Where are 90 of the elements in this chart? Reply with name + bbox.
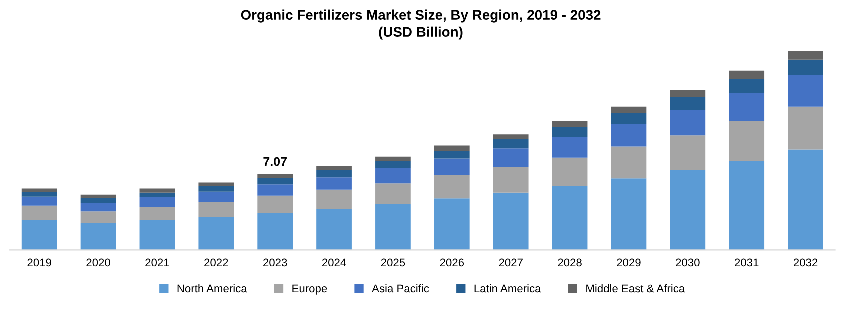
bar — [670, 98, 706, 110]
bar — [376, 168, 411, 184]
bar — [788, 51, 824, 60]
bar — [258, 184, 294, 196]
bar — [316, 209, 352, 250]
bar — [434, 198, 470, 250]
bar — [22, 196, 58, 206]
bar — [140, 207, 176, 221]
bar — [140, 220, 176, 250]
bar — [670, 110, 706, 136]
legend-label: Latin America — [474, 284, 542, 293]
bar — [434, 158, 470, 176]
bar — [376, 161, 411, 168]
bar — [729, 93, 765, 122]
x-tick-label: 2024 — [322, 258, 346, 267]
bar — [80, 212, 116, 224]
bar — [22, 206, 58, 221]
bar — [140, 192, 176, 198]
x-tick-label: 2028 — [558, 258, 582, 267]
bar — [670, 90, 706, 98]
bar — [611, 113, 647, 124]
x-tick-label: 2027 — [499, 258, 523, 267]
x-tick-label: 2030 — [676, 258, 700, 267]
bar — [788, 106, 824, 150]
x-tick-label: 2029 — [617, 258, 641, 267]
x-tick-label: 2023 — [264, 258, 288, 267]
bar — [316, 166, 352, 170]
x-tick-label: 2019 — [28, 258, 52, 267]
bar — [729, 161, 765, 250]
x-tick-label: 2031 — [735, 258, 759, 267]
bar — [258, 212, 294, 250]
legend-label: North America — [178, 284, 248, 293]
bar — [434, 146, 470, 152]
bar — [552, 127, 588, 138]
bar — [493, 148, 529, 168]
bar — [493, 134, 529, 140]
bar — [316, 170, 352, 178]
bar — [729, 70, 765, 80]
bar — [258, 196, 294, 213]
chart-title: Organic Fertilizers Market Size, By Region, 2019 - 2032 (USD Billion) — [241, 10, 601, 40]
bar — [552, 121, 588, 128]
bar — [140, 188, 176, 193]
bar — [611, 178, 647, 250]
bar — [611, 124, 647, 147]
bar — [611, 146, 647, 179]
bar — [140, 197, 176, 208]
legend-label: Europe — [292, 284, 328, 295]
bar — [198, 192, 234, 202]
bar — [80, 224, 116, 250]
bar — [22, 188, 58, 192]
annotation: 7.07 — [264, 157, 287, 166]
bar — [316, 178, 352, 190]
bar — [493, 192, 529, 250]
x-tick-label: 2021 — [146, 258, 170, 267]
bar — [611, 106, 647, 114]
bar — [198, 217, 234, 250]
bar — [493, 139, 529, 149]
bar — [22, 192, 58, 197]
bar — [198, 202, 234, 218]
x-tick-label: 2022 — [204, 258, 228, 267]
bar — [258, 174, 294, 178]
bar — [434, 175, 470, 199]
bar — [80, 194, 116, 198]
bar — [198, 186, 234, 192]
bar — [552, 137, 588, 158]
bar — [788, 60, 824, 76]
x-tick-label: 2025 — [381, 258, 406, 267]
x-tick-label: 2032 — [794, 258, 818, 267]
legend-label: Asia Pacific — [372, 284, 430, 293]
bar — [434, 151, 470, 159]
bar — [552, 186, 588, 250]
bar — [376, 184, 411, 204]
bar — [258, 178, 294, 185]
bar — [376, 156, 411, 162]
bar — [788, 150, 824, 250]
legend-label: Middle East & Africa — [586, 284, 686, 293]
bar — [316, 190, 352, 210]
bar — [729, 121, 765, 162]
bar — [376, 204, 411, 250]
bar — [670, 170, 706, 250]
bar — [80, 198, 116, 204]
x-tick-label: 2020 — [86, 258, 110, 267]
bar — [788, 75, 824, 107]
x-tick-label: 2026 — [440, 258, 464, 267]
bar — [670, 136, 706, 170]
bar — [80, 203, 116, 212]
bar — [22, 220, 58, 250]
bar — [552, 158, 588, 186]
bar — [493, 167, 529, 193]
bar — [729, 79, 765, 94]
